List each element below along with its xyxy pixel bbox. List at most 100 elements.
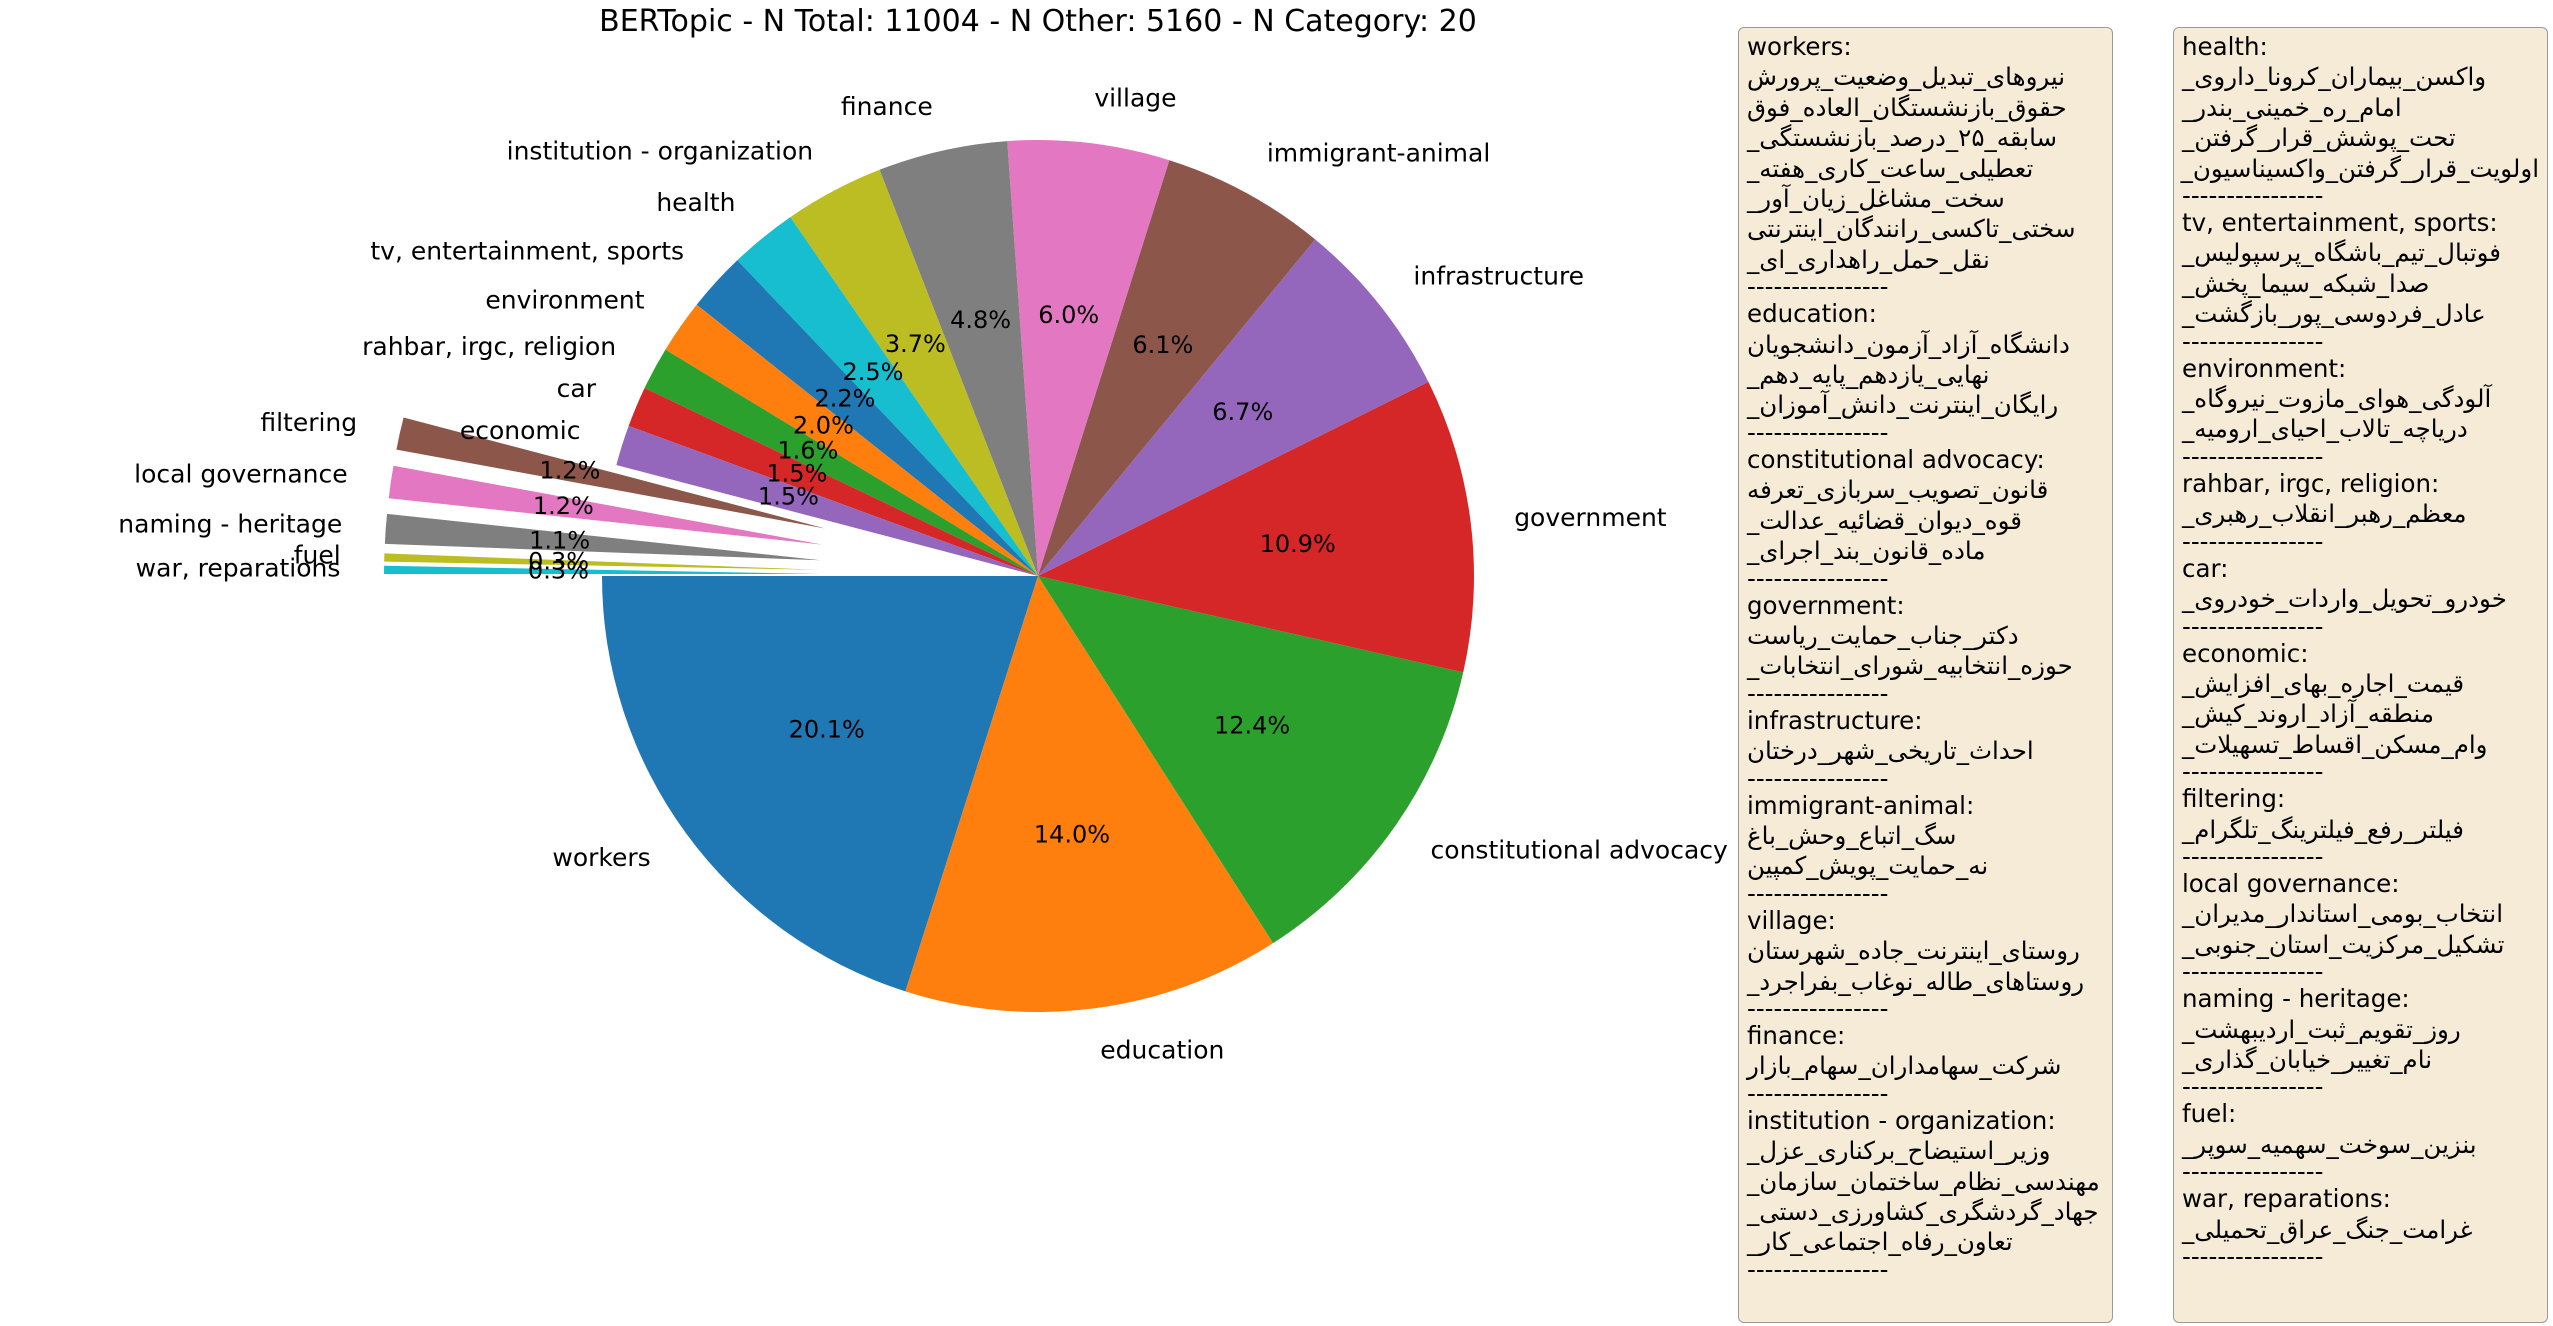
keyword-line: حقوق_بازنشستگان_العاده_فوق — [1747, 92, 2067, 122]
keyword-separator: ---------------- — [2182, 526, 2324, 556]
keyword-separator: ---------------- — [1747, 878, 1889, 908]
keyword-separator: ---------------- — [1747, 563, 1889, 593]
keyword-line: خودرو_تحویل_واردات_خودروی_ — [2182, 584, 2507, 614]
keyword-category: infrastructure: — [1747, 705, 1923, 735]
slice-percent-local-governance: 1.2% — [533, 492, 594, 520]
keyword-line: شرکت_سهامداران_سهام_بازار — [1747, 1051, 2062, 1081]
slice-label-naming-heritage: naming - heritage — [118, 510, 342, 539]
keyword-line: قیمت_اجاره_بهای_افزایش_ — [2182, 668, 2465, 698]
keyword-line: روستاهای_طاله_نوغاب_بفراجرد_ — [1747, 966, 2085, 996]
slice-label-rahbar-irgc-religion: rahbar, irgc, religion — [362, 332, 616, 361]
keyword-category: education: — [1747, 299, 1877, 329]
slice-percent-immigrant-animal: 6.1% — [1132, 331, 1193, 359]
pie-slice-institution-organization — [790, 169, 1038, 577]
slice-percent-tv-entertainment-sports: 2.2% — [814, 384, 875, 412]
slice-label-workers: workers — [552, 843, 650, 872]
slice-percent-filtering: 1.2% — [539, 456, 600, 484]
keyword-separator: ---------------- — [2182, 181, 2324, 211]
slice-label-constitutional-advocacy: constitutional advocacy — [1431, 836, 1728, 865]
keyword-line: تعاون_رفاه_اجتماعی_کار_ — [1747, 1227, 2013, 1257]
slice-label-economic: economic — [460, 416, 581, 445]
pie-slice-constitutional-advocacy — [1038, 576, 1464, 944]
keyword-separator: ---------------- — [2182, 441, 2324, 471]
keyword-category: institution - organization: — [1747, 1105, 2056, 1135]
slice-percent-institution-organization: 3.7% — [885, 330, 946, 358]
pie-slice-village — [1007, 140, 1170, 576]
keyword-category: local governance: — [2182, 868, 2400, 898]
keyword-line: قانون_تصویب_سربازی_تعرفه — [1747, 475, 2049, 505]
keyword-category: health: — [2182, 32, 2268, 61]
pie-slice-fuel — [384, 553, 821, 570]
slice-label-local-governance: local governance — [134, 460, 348, 489]
keyword-category: environment: — [2182, 353, 2347, 383]
pie-slice-government — [1038, 381, 1474, 673]
keyword-line: مهندسی_نظام_ساختمان_سازمان_ — [1747, 1166, 2100, 1196]
keyword-line: سختی_تاکسی_رانندگان_اینترنتی — [1747, 214, 2076, 244]
keyword-separator: ---------------- — [2182, 957, 2324, 987]
keyword-separator: ---------------- — [1747, 763, 1889, 793]
keyword-category: fuel: — [2182, 1099, 2237, 1129]
keyword-line: واکسن_بیماران_کرونا_داروی_ — [2182, 62, 2487, 92]
keyword-line: دانشگاه_آزاد_آزمون_دانشجویان — [1747, 329, 2070, 359]
keyword-separator: ---------------- — [2182, 1157, 2324, 1187]
slice-percent-war-reparations: 0.3% — [528, 556, 589, 584]
keyword-line: روستای_اینترنت_جاده_شهرستان — [1747, 936, 2080, 966]
keyword-line: وام_مسکن_اقساط_تسهیلات_ — [2182, 729, 2488, 759]
keyword-separator: ---------------- — [2182, 841, 2324, 871]
slice-percent-government: 10.9% — [1260, 530, 1336, 558]
keyword-line: دکتر_جناب_حمایت_ریاست — [1747, 620, 2019, 650]
keyword-line: آلودگی_هوای_مازوت_نیروگاه_ — [2182, 384, 2492, 414]
slice-percent-health: 2.5% — [842, 358, 903, 386]
keyword-line: صدا_شبکه_سیما_پخش_ — [2182, 268, 2430, 298]
slice-label-car: car — [557, 374, 597, 403]
keyword-category: workers: — [1747, 32, 1852, 61]
chart-title: BERTopic - N Total: 11004 - N Other: 516… — [599, 4, 1477, 39]
pie-slice-environment — [665, 304, 1038, 576]
slice-label-government: government — [1514, 503, 1667, 532]
pie-slice-infrastructure — [1038, 239, 1429, 576]
slice-label-village: village — [1094, 84, 1176, 113]
keyword-category: economic: — [2182, 638, 2309, 668]
keyword-category: filtering: — [2182, 784, 2286, 814]
keyword-line: فوتبال_تیم_باشگاه_پرسپولیس_ — [2182, 238, 2502, 268]
keyword-line: نام_تغییر_خیابان_گذاری_ — [2182, 1044, 2433, 1074]
keyword-line: عادل_فردوسی_پور_بازگشت_ — [2182, 299, 2486, 329]
keyword-separator: ---------------- — [2182, 326, 2324, 356]
pie-slices — [384, 140, 1474, 1012]
keyword-line: فیلتر_رفع_فیلترینگ_تلگرام_ — [2182, 814, 2464, 844]
keyword-line: تحت_پوشش_قرار_گرفتن_ — [2182, 123, 2456, 153]
keyword-category: village: — [1747, 905, 1836, 935]
slice-percent-constitutional-advocacy: 12.4% — [1214, 711, 1290, 739]
slice-label-infrastructure: infrastructure — [1413, 262, 1584, 291]
slice-label-health: health — [656, 188, 735, 217]
keyword-line: نقل_حمل_راهداری_ای_ — [1747, 244, 1990, 274]
keyword-category: constitutional advocacy: — [1747, 444, 2045, 474]
slice-label-tv-entertainment-sports: tv, entertainment, sports — [370, 236, 684, 265]
pie-slice-education — [905, 576, 1274, 1012]
keyword-separator: ---------------- — [1747, 678, 1889, 708]
pie-slice-immigrant-animal — [1038, 160, 1316, 576]
pie-slice-workers — [602, 576, 1038, 992]
slice-percent-car: 1.5% — [766, 459, 827, 487]
keyword-line: روز_تقویم_ثبت_اردیبهشت_ — [2182, 1014, 2461, 1044]
keyword-line: معظم_رهبر_انقلاب_رهبری_ — [2182, 499, 2467, 529]
keyword-line: رایگان_اینترنت_دانش_آموزان_ — [1747, 390, 2059, 420]
keyword-line: انتخاب_بومی_استاندار_مدیران_ — [2182, 899, 2504, 929]
keyword-line: اولویت_قرار_گرفتن_واکسیناسیون_ — [2180, 153, 2539, 183]
keyword-line: نیروهای_تبدیل_وضعیت_پرورش — [1747, 62, 2066, 92]
keyword-line: بنزین_سوخت_سهمیه_سوپر_ — [2182, 1129, 2477, 1159]
slice-label-institution-organization: institution - organization — [507, 136, 813, 165]
slice-label-war-reparations: war, reparations — [136, 553, 341, 582]
keyword-line: وزیر_استیضاح_برکناری_عزل_ — [1747, 1136, 2051, 1166]
keyword-category: war, reparations: — [2182, 1184, 2391, 1214]
keyword-category: government: — [1747, 590, 1905, 620]
keyword-separator: ---------------- — [2182, 611, 2324, 641]
pie-percent-labels: 20.1% 14.0% 12.4% 10.9% 6.7% 6.1% 6.0% 4.8%3.7%… — [528, 301, 1336, 848]
pie-slice-filtering — [396, 417, 826, 529]
keyword-separator: ---------------- — [1747, 272, 1889, 302]
keyword-line: سگ_اتباع_وحش_باغ — [1747, 820, 1957, 850]
keyword-line: نهایی_یازدهم_پایه_دهم_ — [1747, 360, 1990, 390]
keyword-box-right: health: واکسن_بیماران_کرونا_داروی_ امام_ره… — [2173, 27, 2548, 1323]
slice-label-education: education — [1100, 1036, 1224, 1065]
